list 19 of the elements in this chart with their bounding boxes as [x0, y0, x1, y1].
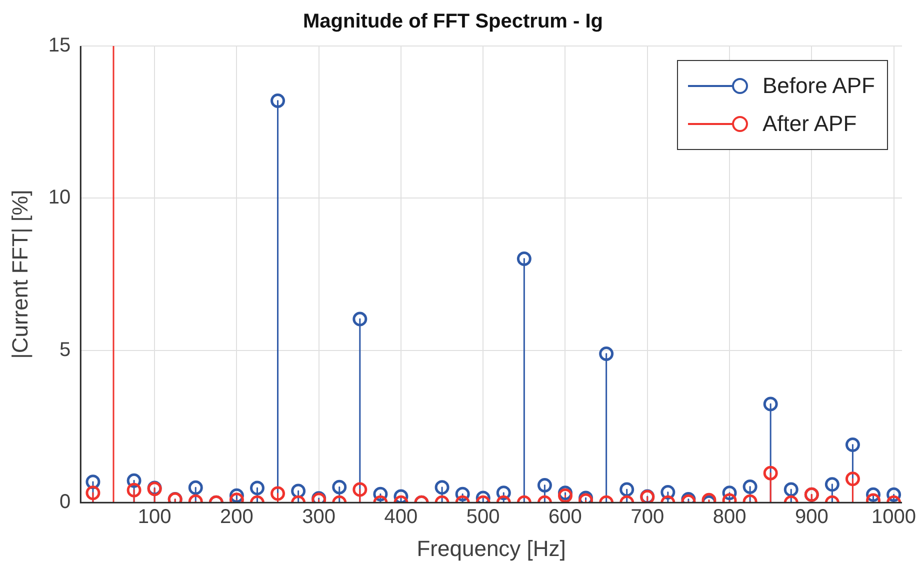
- x-tick-label: 900: [794, 506, 828, 528]
- x-tick-label: 500: [466, 506, 500, 528]
- x-tick-label: 1000: [872, 506, 916, 528]
- x-tick-label: 700: [630, 506, 664, 528]
- chart-title: Magnitude of FFT Spectrum - Ig: [303, 10, 603, 33]
- y-tick-label: 10: [48, 186, 71, 209]
- x-axis-title: Frequency [Hz]: [416, 536, 566, 561]
- y-axis-title: |Current FFT| [%]: [7, 190, 32, 359]
- x-tick-label: 100: [138, 506, 172, 528]
- legend-label: Before APF: [762, 73, 875, 99]
- x-tick-label: 200: [220, 506, 254, 528]
- y-tick-label: 15: [48, 34, 71, 57]
- x-tick-label: 400: [384, 506, 418, 528]
- y-tick-label: 0: [60, 491, 71, 514]
- x-tick-label: 600: [548, 506, 582, 528]
- x-tick-label: 800: [712, 506, 746, 528]
- y-tick-label: 5: [60, 338, 71, 361]
- x-tick-label: 300: [302, 506, 336, 528]
- legend-label: After APF: [762, 111, 857, 137]
